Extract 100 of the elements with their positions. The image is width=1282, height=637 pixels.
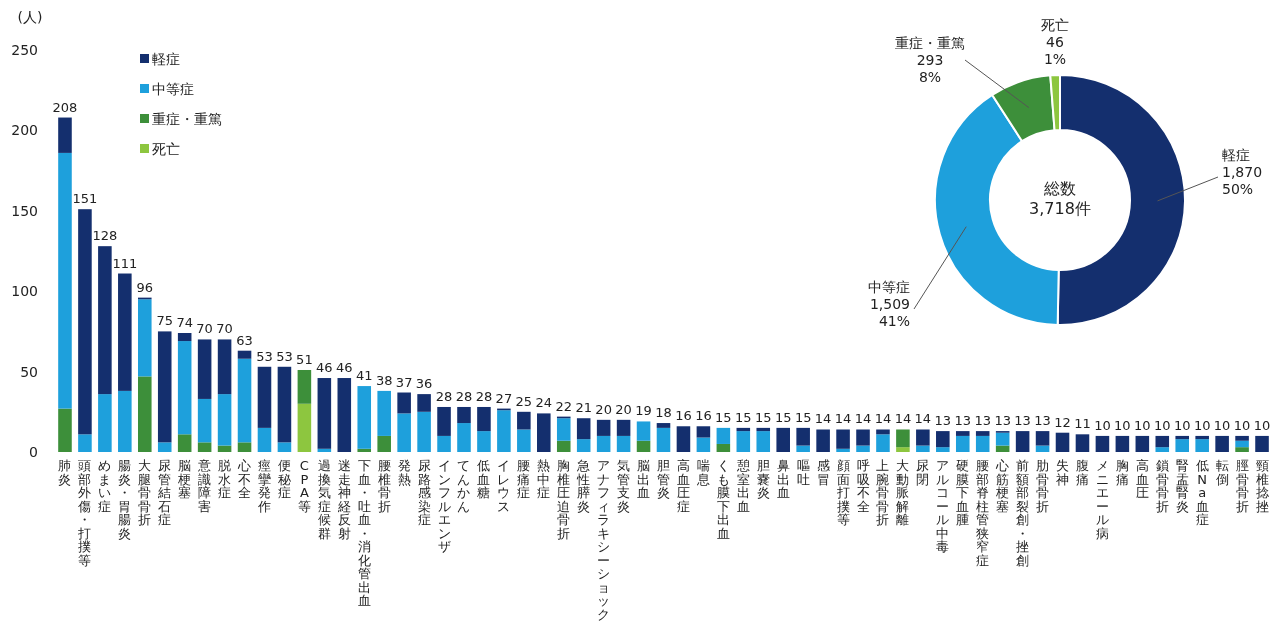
total-label: 53 xyxy=(276,348,293,364)
total-label: 10 xyxy=(1114,417,1131,433)
total-label: 14 xyxy=(814,411,832,427)
bar xyxy=(297,403,312,452)
x-tick-label: 鎖骨骨折 xyxy=(1155,458,1169,514)
total-label: 25 xyxy=(515,393,533,409)
total-label: 10 xyxy=(1154,417,1171,433)
bar xyxy=(177,341,192,435)
bar xyxy=(377,435,391,452)
total-label: 15 xyxy=(754,409,772,425)
x-tick-label: 肺炎 xyxy=(58,458,72,487)
x-tick-label: 尿閉 xyxy=(916,458,930,487)
bar xyxy=(876,429,890,435)
slice-label: 重症・重篤 xyxy=(895,35,965,51)
x-tick-label: 呼吸不全 xyxy=(856,458,870,514)
bar xyxy=(955,431,970,436)
bar xyxy=(596,419,611,436)
bar xyxy=(357,448,372,452)
total-label: 14 xyxy=(834,411,852,427)
total-label: 22 xyxy=(555,398,573,414)
bar xyxy=(237,358,252,443)
bar xyxy=(656,427,671,452)
x-tick-label: 肋骨骨折 xyxy=(1036,458,1050,514)
total-label: 13 xyxy=(1014,413,1031,429)
bar xyxy=(1075,434,1090,452)
x-tick-label: 低血糖 xyxy=(477,458,491,500)
bar xyxy=(257,427,272,452)
bar xyxy=(118,390,132,452)
bar xyxy=(537,413,551,452)
y-axis-title: (人) xyxy=(17,9,43,25)
total-label: 51 xyxy=(296,351,313,367)
bar xyxy=(437,406,451,436)
x-tick-label: 低Na血症 xyxy=(1195,458,1209,527)
bar xyxy=(1215,435,1229,452)
bar xyxy=(1175,439,1190,452)
bar xyxy=(1035,431,1050,446)
bar xyxy=(916,445,930,452)
bar xyxy=(237,350,252,359)
total-label: 16 xyxy=(695,408,712,424)
x-tick-label: 心筋梗塞 xyxy=(995,458,1010,514)
bar xyxy=(616,419,631,436)
bar xyxy=(856,429,870,446)
bar xyxy=(796,445,810,452)
bar xyxy=(197,442,212,452)
bar xyxy=(138,299,152,377)
total-label: 28 xyxy=(435,388,453,404)
bar xyxy=(517,411,531,430)
bar xyxy=(1255,435,1269,452)
x-tick-label: 硬膜下血腫 xyxy=(956,458,970,527)
x-tick-label: 腰部脊柱管狭窄症 xyxy=(976,458,990,568)
x-tick-label: 急性膵炎 xyxy=(576,458,591,514)
bar xyxy=(596,435,611,452)
x-tick-label: 便秘症 xyxy=(277,458,291,500)
total-label: 10 xyxy=(1233,417,1251,433)
data-label: 1,509 41% xyxy=(869,296,910,329)
bar xyxy=(816,429,830,452)
bar xyxy=(716,443,731,452)
y-tick-label: 100 xyxy=(11,283,38,300)
bar xyxy=(337,378,352,452)
slice-label: 軽症 xyxy=(1222,147,1250,163)
total-label: 70 xyxy=(196,321,213,337)
bar xyxy=(357,386,372,449)
x-tick-label: 頭部外傷・打撲等 xyxy=(77,458,92,568)
total-label: 16 xyxy=(675,408,692,424)
bar xyxy=(836,448,850,452)
bar xyxy=(98,394,112,452)
bar xyxy=(317,378,332,449)
bar xyxy=(736,431,751,452)
x-tick-label: くも膜下出血 xyxy=(716,458,730,541)
x-tick-label: アルコール中毒 xyxy=(936,458,950,554)
bar xyxy=(177,333,192,342)
y-tick-label: 200 xyxy=(11,122,38,139)
total-label: 46 xyxy=(316,360,333,376)
slice-label: 中等症 xyxy=(868,279,910,295)
x-tick-label: CPA等 xyxy=(297,458,311,514)
bar xyxy=(397,392,411,414)
total-label: 75 xyxy=(156,313,173,329)
bar xyxy=(896,429,910,448)
y-tick-label: 0 xyxy=(29,444,38,460)
annotation: 総数 3,718件 xyxy=(1029,179,1091,218)
bar xyxy=(1095,435,1110,452)
bar xyxy=(118,273,132,391)
bar xyxy=(1235,440,1249,448)
bar xyxy=(217,445,232,452)
y-tick-label: 50 xyxy=(20,363,38,380)
total-label: 28 xyxy=(455,388,473,404)
legend-label: 軽症 xyxy=(152,51,180,67)
total-label: 14 xyxy=(894,411,912,427)
total-label: 13 xyxy=(994,413,1011,429)
bar xyxy=(377,390,391,436)
x-tick-label: 前額部裂創・挫創 xyxy=(1016,458,1030,568)
total-label: 63 xyxy=(236,332,253,348)
x-tick-label: 高血圧 xyxy=(1135,458,1149,500)
total-label: 10 xyxy=(1134,417,1151,433)
x-tick-label: 大腿骨骨折 xyxy=(138,458,152,527)
total-label: 10 xyxy=(1094,417,1111,433)
category-label: 下血・吐血・消化管出血 xyxy=(357,458,371,608)
bar xyxy=(1175,435,1190,440)
total-label: 18 xyxy=(655,405,672,421)
bar xyxy=(197,339,212,399)
